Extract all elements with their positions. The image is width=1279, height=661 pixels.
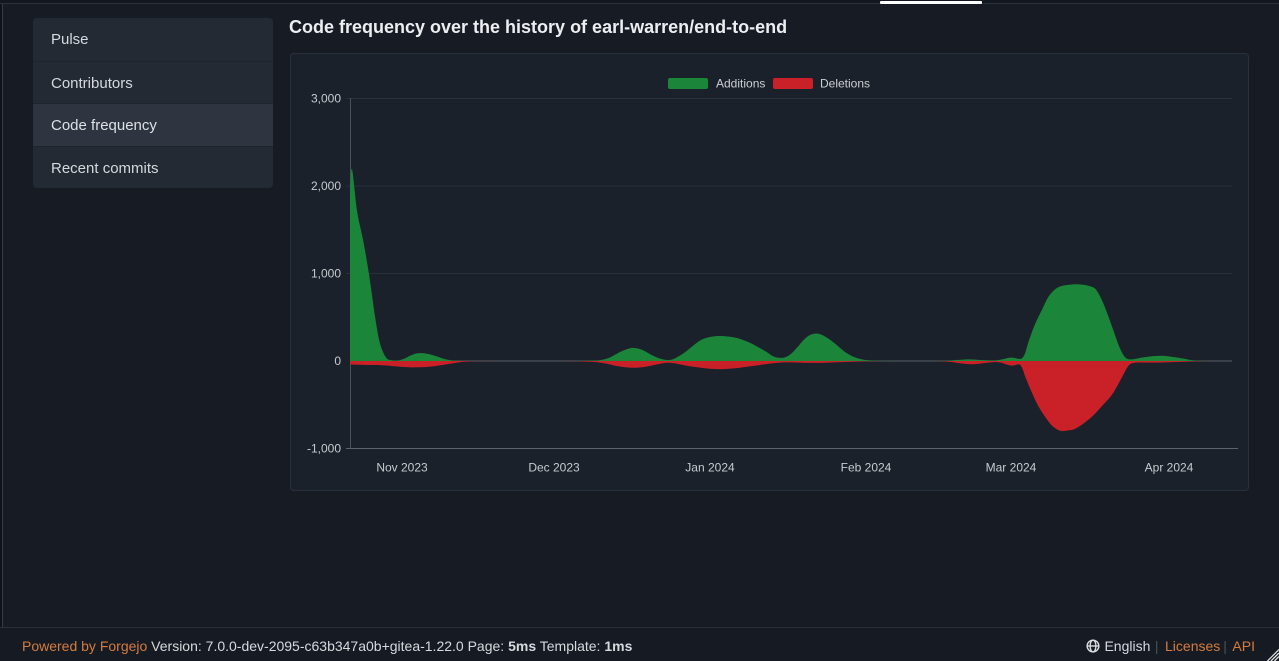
svg-text:Dec 2023: Dec 2023 xyxy=(528,461,580,475)
svg-text:2,000: 2,000 xyxy=(311,179,341,193)
svg-text:Jan 2024: Jan 2024 xyxy=(685,461,735,475)
svg-text:3,000: 3,000 xyxy=(311,92,341,106)
svg-text:-1,000: -1,000 xyxy=(307,442,341,456)
svg-text:1,000: 1,000 xyxy=(311,267,341,281)
svg-text:Nov 2023: Nov 2023 xyxy=(376,461,428,475)
svg-text:Apr 2024: Apr 2024 xyxy=(1145,461,1194,475)
svg-text:0: 0 xyxy=(334,354,341,368)
svg-text:Additions: Additions xyxy=(716,77,765,91)
svg-text:Mar 2024: Mar 2024 xyxy=(986,461,1037,475)
svg-text:Feb 2024: Feb 2024 xyxy=(841,461,892,475)
svg-text:Deletions: Deletions xyxy=(820,77,870,91)
